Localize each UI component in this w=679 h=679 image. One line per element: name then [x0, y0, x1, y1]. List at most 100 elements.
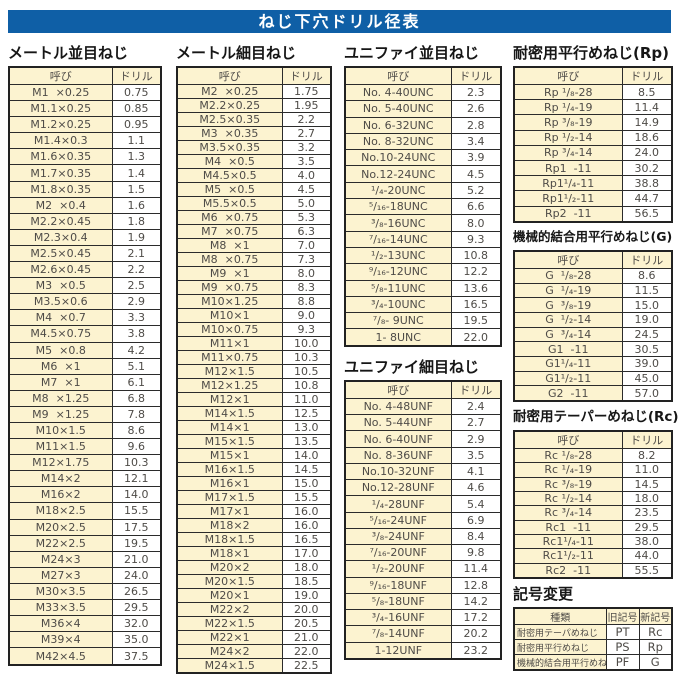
- table-cell: 38.8: [621, 175, 673, 192]
- table-cell: M20×1.5: [176, 574, 283, 589]
- table-cell: 3.2: [281, 140, 332, 155]
- table-cell: 22.0: [281, 644, 332, 659]
- table-cell: 32.0: [111, 615, 162, 633]
- table-cell: G2 -11: [513, 385, 623, 402]
- table-cell: M1.4×0.3: [8, 132, 113, 150]
- table-row: M7 ×1 6.1: [8, 373, 162, 391]
- table-cell: ⁵/₈-18UNF: [344, 592, 452, 611]
- table-cell: 5.0: [281, 196, 332, 211]
- table-row: G ¹/₈-28 8.6: [513, 268, 673, 284]
- table-cell: 57.0: [621, 385, 673, 402]
- table-cell: 5.1: [111, 357, 162, 375]
- table-cell: 16.5: [281, 532, 332, 547]
- table-cell: M11×1: [176, 336, 283, 351]
- table-cell: M9 ×1.25: [8, 405, 113, 423]
- table-row: Rc1 -11 29.5: [513, 519, 673, 535]
- section-rc: 耐密用テーパーめねじ(Rc) 呼び ドリル Rc ¹/₈-28 8.2 Rc ¹/₄-1…: [513, 408, 679, 579]
- table-cell: ⁷/₁₆-14UNC: [344, 230, 452, 248]
- column-header: 呼び: [344, 380, 452, 399]
- table-row: M3 ×0.35 2.7: [176, 126, 332, 141]
- table-row: M18×2 16.0: [176, 518, 332, 533]
- table-row: M24×3 21.0: [8, 550, 162, 568]
- table-cell: 0.95: [111, 116, 162, 134]
- table-row: M5 ×0.5 4.5: [176, 182, 332, 197]
- table-cell: Rc: [638, 624, 673, 640]
- table-cell: 11.4: [621, 99, 673, 116]
- table-row: M15×1 14.0: [176, 448, 332, 463]
- unified-coarse-table: 呼び ドリル No. 4-40UNC 2.3 No. 5-40UNC 2.6 No. 6-3…: [344, 66, 502, 347]
- table-cell: 12.2: [450, 263, 502, 281]
- table-row: M2.3×0.4 1.9: [8, 228, 162, 246]
- table-row: ¹/₂-13UNC 10.8: [344, 246, 502, 265]
- table-row: M14×2 12.1: [8, 470, 162, 488]
- table-cell: 7.3: [281, 252, 332, 267]
- table-cell: 16.0: [281, 504, 332, 519]
- table-row: No. 5-40UNC 2.6: [344, 100, 502, 118]
- table-row: 1- 8UNC 22.0: [344, 328, 502, 347]
- table-cell: 18.0: [281, 560, 332, 575]
- table-cell: 23.2: [450, 641, 502, 660]
- table-cell: 3.4: [450, 132, 502, 151]
- table-cell: G ³/₈-19: [513, 297, 623, 313]
- table-cell: M4 ×0.7: [8, 309, 113, 327]
- table-cell: 1.75: [281, 84, 332, 99]
- table-cell: ¹/₄-28UNF: [344, 495, 452, 513]
- table-row: M16×1.5 14.5: [176, 462, 332, 477]
- table-row: No. 8-32UNC 3.4: [344, 132, 502, 151]
- section-title-g: 機械的結合用平行めねじ(G): [513, 229, 673, 244]
- table-cell: 8.6: [111, 421, 162, 440]
- table-cell: M3.5×0.6: [8, 293, 113, 311]
- table-cell: M22×1.5: [176, 616, 283, 631]
- table-cell: M2.5×0.35: [176, 112, 283, 127]
- table-row: M1.6×0.35 1.3: [8, 148, 162, 166]
- table-row: M20×1 19.0: [176, 588, 332, 603]
- table-row: M9 ×1 8.0: [176, 266, 332, 281]
- table-row: 機械的結合用平行めねじPFG: [513, 654, 673, 671]
- table-row: M11×1 10.0: [176, 336, 332, 351]
- table-cell: 14.9: [621, 114, 673, 131]
- table-row: M8 ×1 7.0: [176, 238, 332, 253]
- table-row: ³/₄-10UNC 16.5: [344, 295, 502, 314]
- table-cell: G ¹/₄-19: [513, 282, 623, 299]
- table-cell: M11×0.75: [176, 350, 283, 365]
- table-row: Rp ¹/₄-19 11.4: [513, 99, 673, 116]
- table-row: ⁷/₈-14UNF 20.2: [344, 625, 502, 643]
- table-cell: M3 ×0.35: [176, 126, 283, 141]
- table-row: G1 -11 30.5: [513, 341, 673, 357]
- column-header: 呼び: [176, 66, 283, 85]
- table-row: M10×1.25 8.8: [176, 294, 332, 309]
- table-cell: 6.8: [111, 389, 162, 407]
- table-cell: 17.2: [450, 609, 502, 627]
- table-cell: 2.1: [111, 244, 162, 263]
- table-row: No. 4-48UNF 2.4: [344, 397, 502, 416]
- table-cell: 24.5: [621, 326, 673, 343]
- table-row: No. 6-32UNC 2.8: [344, 116, 502, 134]
- table-cell: No. 6-32UNC: [344, 116, 452, 134]
- table-row: M22×1.5 20.5: [176, 616, 332, 631]
- table-row: Rc ³/₈-19 14.5: [513, 476, 673, 492]
- table-cell: Rp ³/₈-19: [513, 114, 623, 131]
- section-metric-fine: メートル細目ねじ 呼び ドリル M2 ×0.25 1.75 M2.2×0.25 1.95 M…: [176, 44, 332, 674]
- table-cell: M6 ×0.75: [176, 210, 283, 225]
- section-metric-coarse: メートル並目ねじ 呼び ドリル M1 ×0.25 0.75 M1.1×0.25 0.85 M…: [8, 44, 162, 666]
- table-row: M2.2×0.25 1.95: [176, 98, 332, 113]
- table-cell: 20.0: [281, 602, 332, 617]
- table-row: ³/₈-24UNF 8.4: [344, 527, 502, 546]
- table-cell: 3.5: [281, 154, 332, 169]
- table-cell: 2.9: [111, 293, 162, 311]
- table-cell: G1¹/₂-11: [513, 370, 623, 387]
- table-cell: PF: [605, 654, 640, 671]
- table-cell: G1¹/₄-11: [513, 355, 623, 372]
- header-row: 呼び ドリル: [8, 66, 162, 85]
- table-row: M14×1.5 12.5: [176, 406, 332, 421]
- table-cell: PS: [605, 639, 640, 655]
- table-cell: ³/₈-16UNC: [344, 214, 452, 232]
- table-cell: 6.9: [450, 511, 502, 529]
- table-cell: 8.6: [621, 268, 673, 284]
- table-cell: 1.1: [111, 132, 162, 150]
- table-cell: 15.5: [111, 502, 162, 520]
- table-cell: M8 ×1.25: [8, 389, 113, 407]
- table-cell: Rc ¹/₈-28: [513, 447, 623, 464]
- table-cell: 17.5: [111, 518, 162, 536]
- table-cell: M22×1: [176, 630, 283, 645]
